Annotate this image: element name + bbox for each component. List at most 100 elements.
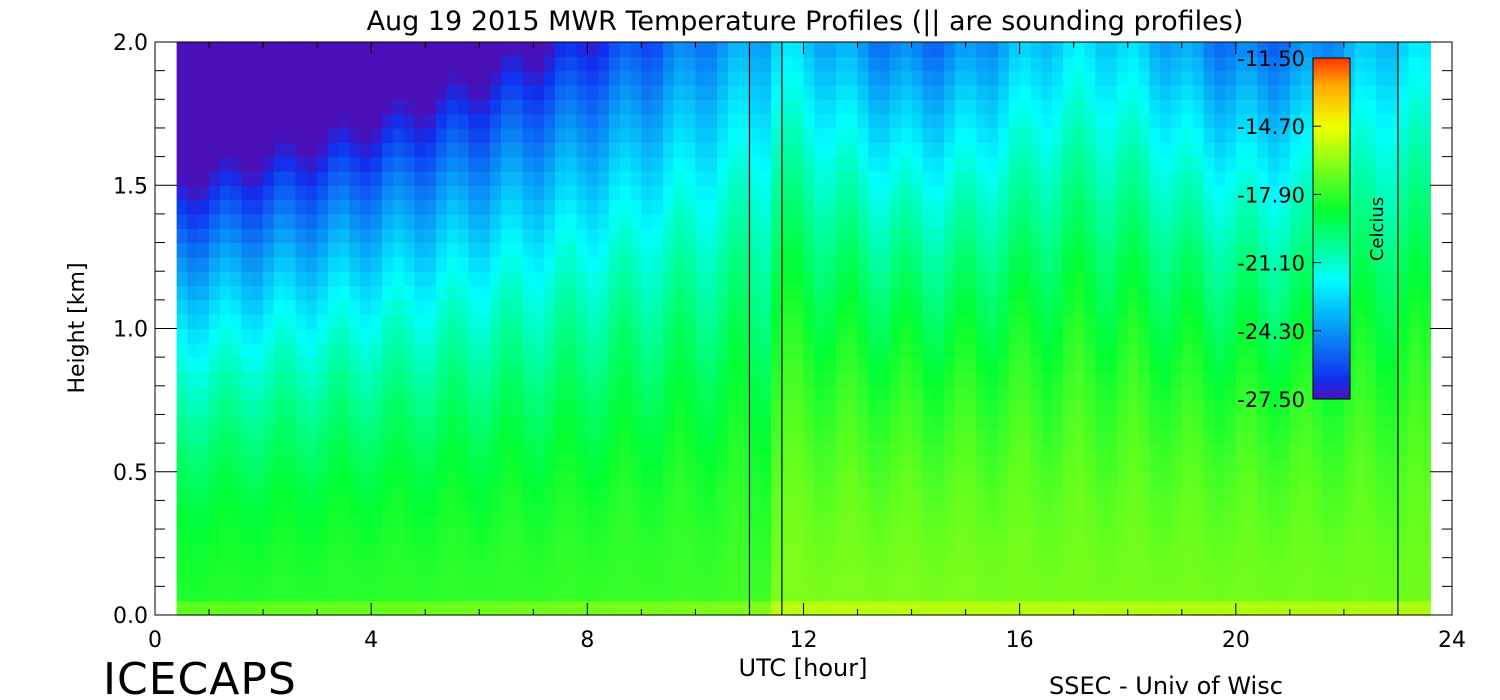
heatmap-cell [252,428,264,444]
heatmap-cell [738,572,751,587]
heatmap-cell [976,99,988,115]
heatmap-cell [457,400,470,416]
heatmap-cell [619,256,632,272]
heatmap-cell [1084,400,1096,416]
heatmap-cell [554,457,567,473]
heatmap-cell [1041,213,1053,229]
heatmap-cell [944,428,956,444]
heatmap-cell [695,84,707,100]
heatmap-cell [1019,414,1032,430]
heatmap-cell [879,500,891,516]
heatmap-cell [889,414,902,430]
heatmap-cell [273,84,286,100]
heatmap-cell [317,357,329,373]
heatmap-cell [760,529,772,544]
heatmap-cell [835,185,848,201]
heatmap-cell [835,371,848,387]
heatmap-cell [263,42,275,57]
heatmap-cell [1203,70,1215,86]
heatmap-cell [727,414,740,430]
heatmap-cell [781,99,794,115]
heatmap-cell [587,572,599,587]
heatmap-cell [684,185,697,201]
heatmap-cell [306,285,318,301]
heatmap-cell [1257,572,1269,587]
heatmap-cell [835,400,848,416]
heatmap-cell [176,371,189,387]
heatmap-cell [381,400,394,416]
heatmap-cell [1181,228,1194,244]
heatmap-cell [1235,170,1248,186]
heatmap-cell [230,142,243,158]
heatmap-cell [371,500,383,516]
heatmap-cell [857,357,869,373]
heatmap-cell [1311,414,1323,430]
heatmap-cell [684,371,697,387]
heatmap-cell [911,228,923,244]
heatmap-cell [727,127,740,143]
heatmap-cell [803,127,815,143]
heatmap-cell [1365,156,1377,172]
heatmap-cell [727,42,740,57]
heatmap-cell [360,185,372,201]
heatmap-cell [695,113,707,129]
heatmap-cell [327,471,340,487]
heatmap-cell [381,84,394,100]
heatmap-cell [933,42,945,57]
heatmap-cell [252,500,264,516]
heatmap-cell [900,127,913,143]
heatmap-cell [198,428,210,444]
heatmap-cell [500,99,513,115]
heatmap-cell [1408,242,1421,258]
heatmap-cell [576,199,588,215]
heatmap-cell [1084,600,1096,616]
heatmap-cell [360,457,372,473]
heatmap-cell [998,342,1010,358]
heatmap-cell [706,486,718,501]
heatmap-cell [673,142,686,158]
heatmap-cell [630,457,642,473]
heatmap-cell [944,400,956,416]
heatmap-cell [1062,142,1075,158]
heatmap-cell [1170,70,1183,86]
heatmap-cell [533,371,545,387]
heatmap-cell [987,127,999,143]
heatmap-cell [598,500,610,516]
heatmap-cell [230,385,243,401]
heatmap-cell [1376,56,1388,72]
heatmap-cell [1419,486,1431,501]
heatmap-cell [1279,170,1291,186]
heatmap-cell [879,299,891,315]
heatmap-cell [436,113,448,129]
heatmap-cell [1095,572,1107,587]
heatmap-cell [381,457,394,473]
heatmap-cell [1268,572,1280,587]
heatmap-cell [1279,342,1291,358]
heatmap-cell [1019,600,1032,616]
heatmap-cell [814,285,826,301]
heatmap-cell [1354,414,1367,430]
heatmap-cell [1376,428,1388,444]
heatmap-cell [954,142,967,158]
heatmap-cell [1203,471,1215,487]
heatmap-cell [576,271,588,287]
heatmap-cell [641,285,653,301]
heatmap-cell [1203,443,1215,459]
heatmap-cell [511,127,524,143]
heatmap-cell [230,514,243,530]
heatmap-cell [1214,328,1226,344]
heatmap-cell [1149,486,1161,501]
heatmap-cell [198,600,210,616]
heatmap-cell [1387,586,1399,602]
heatmap-cell [1062,486,1075,501]
heatmap-cell [219,529,232,544]
heatmap-cell [1138,414,1150,430]
heatmap-cell [1116,127,1129,143]
heatmap-cell [1235,113,1248,129]
heatmap-cell [1170,127,1183,143]
heatmap-cell [619,385,632,401]
heatmap-cell [857,342,869,358]
heatmap-cell [1408,213,1421,229]
heatmap-cell [1300,414,1313,430]
heatmap-cell [695,371,707,387]
